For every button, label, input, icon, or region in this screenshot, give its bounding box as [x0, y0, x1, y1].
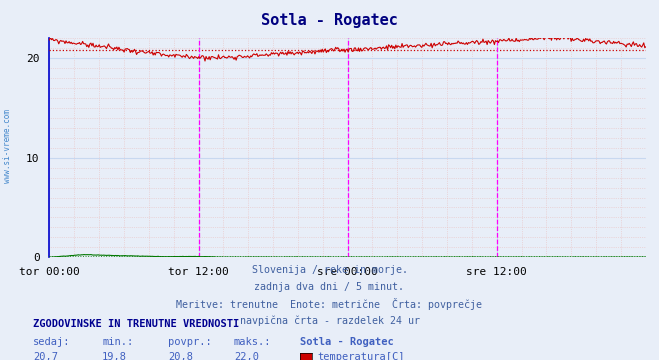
- Text: ZGODOVINSKE IN TRENUTNE VREDNOSTI: ZGODOVINSKE IN TRENUTNE VREDNOSTI: [33, 319, 239, 329]
- Text: maks.:: maks.:: [234, 337, 272, 347]
- Text: Sotla - Rogatec: Sotla - Rogatec: [300, 337, 393, 347]
- Text: www.si-vreme.com: www.si-vreme.com: [3, 109, 13, 183]
- Text: min.:: min.:: [102, 337, 133, 347]
- Text: 22,0: 22,0: [234, 352, 259, 360]
- Text: zadnja dva dni / 5 minut.: zadnja dva dni / 5 minut.: [254, 282, 405, 292]
- Text: 20,8: 20,8: [168, 352, 193, 360]
- Text: povpr.:: povpr.:: [168, 337, 212, 347]
- Text: Sotla - Rogatec: Sotla - Rogatec: [261, 13, 398, 28]
- Text: 19,8: 19,8: [102, 352, 127, 360]
- Text: Slovenija / reke in morje.: Slovenija / reke in morje.: [252, 265, 407, 275]
- Text: navpična črta - razdelek 24 ur: navpična črta - razdelek 24 ur: [239, 315, 420, 326]
- Text: Meritve: trenutne  Enote: metrične  Črta: povprečje: Meritve: trenutne Enote: metrične Črta: …: [177, 298, 482, 310]
- Text: sedaj:: sedaj:: [33, 337, 71, 347]
- Text: 20,7: 20,7: [33, 352, 58, 360]
- Text: temperatura[C]: temperatura[C]: [318, 352, 405, 360]
